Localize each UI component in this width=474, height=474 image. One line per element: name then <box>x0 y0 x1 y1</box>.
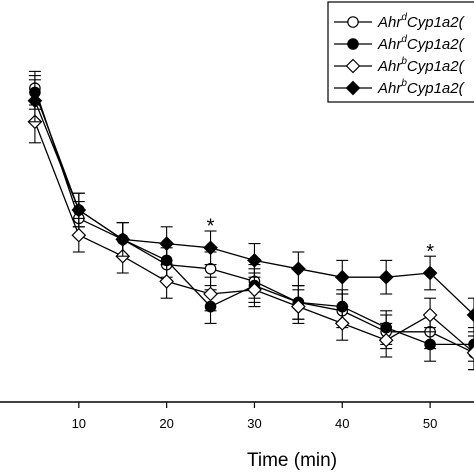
x-tick-label: 50 <box>423 416 437 431</box>
legend-marker <box>347 38 359 50</box>
data-point <box>378 332 394 348</box>
series-layer <box>27 70 474 371</box>
data-point <box>71 227 87 243</box>
legend-label-superscript: d <box>401 34 407 45</box>
error-bar <box>468 297 474 333</box>
legend-item: AhrdCyp1a2( <box>334 34 466 53</box>
legend-item: AhrbCyp1a2( <box>334 56 466 75</box>
series-3-line <box>34 121 474 354</box>
data-point <box>291 261 306 277</box>
annotation-layer: ** <box>207 216 435 263</box>
legend-label-suffix: Cyp1a2( <box>407 14 466 31</box>
data-point <box>424 338 436 351</box>
legend-label-prefix: Ahr <box>377 14 402 31</box>
legend-label-superscript: b <box>401 78 407 89</box>
axes: 10 20 30 40 50 <box>0 401 474 431</box>
data-point <box>203 286 218 302</box>
data-point <box>378 269 394 285</box>
legend-marker <box>345 80 361 96</box>
data-point <box>27 93 43 109</box>
data-point <box>115 232 131 247</box>
legend-label: AhrbCyp1a2( <box>377 78 466 97</box>
legend: AhrdCyp1a2(AhrdCyp1a2(AhrbCyp1a2(AhrbCyp… <box>327 1 474 103</box>
data-point <box>334 269 350 285</box>
series-1-line <box>34 87 474 354</box>
legend-label-suffix: Cyp1a2( <box>407 80 466 97</box>
data-point <box>422 265 438 281</box>
legend-label-prefix: Ahr <box>377 80 402 97</box>
legend-marker <box>347 16 359 28</box>
legend-label-superscript: b <box>401 56 407 67</box>
data-point <box>466 307 474 323</box>
legend-item: AhrbCyp1a2( <box>334 78 466 97</box>
series-2 <box>28 75 474 362</box>
x-tick-label: 10 <box>72 416 86 431</box>
data-point <box>247 282 262 298</box>
legend-label: AhrdCyp1a2( <box>377 12 466 31</box>
legend-label-prefix: Ahr <box>377 36 402 53</box>
data-point <box>466 345 474 361</box>
series-1 <box>28 70 474 371</box>
series-3 <box>27 100 474 371</box>
series-4 <box>27 79 474 333</box>
legend-label-suffix: Cyp1a2( <box>407 36 466 53</box>
data-point <box>203 240 218 256</box>
x-tick-label: 20 <box>159 416 173 431</box>
data-point <box>422 307 438 323</box>
significance-marker: * <box>426 241 434 263</box>
legend-label: AhrdCyp1a2( <box>377 34 466 53</box>
x-tick-label: 40 <box>335 416 349 431</box>
error-bar <box>468 327 474 362</box>
data-point <box>291 299 306 314</box>
x-axis-title: Time (min) <box>247 450 337 471</box>
data-point <box>159 236 174 251</box>
significance-marker: * <box>207 216 215 238</box>
legend-label: AhrbCyp1a2( <box>377 56 466 75</box>
legend-label-prefix: Ahr <box>377 58 402 75</box>
x-tick-label: 30 <box>247 416 261 431</box>
data-point <box>71 202 87 218</box>
legend-item: AhrdCyp1a2( <box>334 12 466 31</box>
legend-label-superscript: d <box>401 12 407 23</box>
legend-label-suffix: Cyp1a2( <box>407 58 466 75</box>
data-point <box>334 316 350 331</box>
data-point <box>247 253 262 268</box>
data-point <box>159 274 174 289</box>
legend-marker <box>345 58 361 74</box>
data-point <box>204 262 217 275</box>
error-bar <box>468 335 474 371</box>
